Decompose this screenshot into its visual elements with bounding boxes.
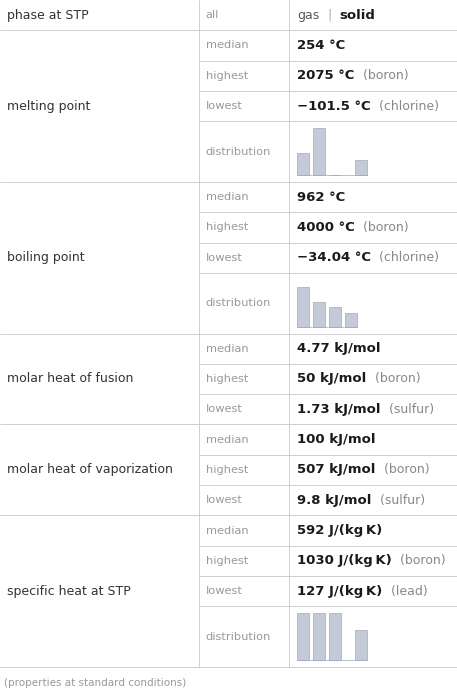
Text: lowest: lowest — [206, 586, 243, 596]
Bar — [329, 307, 341, 327]
Text: (boron): (boron) — [355, 69, 408, 82]
Bar — [314, 129, 325, 175]
Text: melting point: melting point — [7, 100, 90, 113]
Text: all: all — [206, 10, 219, 20]
Text: median: median — [206, 41, 249, 50]
Text: (boron): (boron) — [392, 554, 446, 567]
Text: (properties at standard conditions): (properties at standard conditions) — [4, 678, 186, 688]
Text: lowest: lowest — [206, 495, 243, 505]
Text: median: median — [206, 526, 249, 536]
Text: (boron): (boron) — [367, 372, 420, 386]
Text: 4000 °C: 4000 °C — [298, 221, 355, 234]
Text: 100 kJ/mol: 100 kJ/mol — [298, 433, 376, 446]
Text: 592 J/(kg K): 592 J/(kg K) — [298, 524, 383, 537]
Text: 1.73 kJ/mol: 1.73 kJ/mol — [298, 403, 381, 416]
Text: (sulfur): (sulfur) — [372, 494, 425, 507]
Text: highest: highest — [206, 556, 248, 566]
Text: distribution: distribution — [206, 632, 271, 642]
Text: 2075 °C: 2075 °C — [298, 69, 355, 82]
Bar — [355, 160, 367, 175]
Text: (sulfur): (sulfur) — [381, 403, 434, 416]
Text: 254 °C: 254 °C — [298, 39, 345, 52]
Bar — [345, 314, 357, 327]
Text: highest: highest — [206, 374, 248, 384]
Text: (chlorine): (chlorine) — [371, 252, 439, 264]
Bar — [329, 614, 341, 660]
Text: highest: highest — [206, 223, 248, 232]
Text: molar heat of fusion: molar heat of fusion — [7, 372, 133, 386]
Text: solid: solid — [340, 9, 376, 21]
Text: (chlorine): (chlorine) — [371, 100, 439, 113]
Text: 1030 J/(kg K): 1030 J/(kg K) — [298, 554, 392, 567]
Bar — [314, 302, 325, 327]
Bar — [298, 153, 309, 175]
Text: |: | — [319, 9, 340, 21]
Text: median: median — [206, 343, 249, 354]
Bar — [314, 614, 325, 660]
Text: highest: highest — [206, 465, 248, 475]
Text: 507 kJ/mol: 507 kJ/mol — [298, 464, 376, 476]
Text: 9.8 kJ/mol: 9.8 kJ/mol — [298, 494, 372, 507]
Text: specific heat at STP: specific heat at STP — [7, 585, 131, 598]
Bar — [355, 630, 367, 660]
Text: lowest: lowest — [206, 253, 243, 263]
Bar — [298, 614, 309, 660]
Text: phase at STP: phase at STP — [7, 9, 89, 21]
Text: median: median — [206, 435, 249, 444]
Text: (lead): (lead) — [383, 585, 427, 598]
Text: distribution: distribution — [206, 146, 271, 157]
Text: median: median — [206, 192, 249, 202]
Text: 127 J/(kg K): 127 J/(kg K) — [298, 585, 383, 598]
Text: boiling point: boiling point — [7, 252, 85, 264]
Text: highest: highest — [206, 70, 248, 81]
Text: 4.77 kJ/mol: 4.77 kJ/mol — [298, 342, 381, 355]
Text: gas: gas — [298, 9, 319, 21]
Text: distribution: distribution — [206, 299, 271, 308]
Text: 50 kJ/mol: 50 kJ/mol — [298, 372, 367, 386]
Text: (boron): (boron) — [376, 464, 429, 476]
Bar — [298, 287, 309, 327]
Text: molar heat of vaporization: molar heat of vaporization — [7, 464, 173, 476]
Text: (boron): (boron) — [355, 221, 409, 234]
Text: −34.04 °C: −34.04 °C — [298, 252, 371, 264]
Text: lowest: lowest — [206, 404, 243, 415]
Text: −101.5 °C: −101.5 °C — [298, 100, 371, 113]
Text: 962 °C: 962 °C — [298, 191, 345, 204]
Text: lowest: lowest — [206, 101, 243, 111]
